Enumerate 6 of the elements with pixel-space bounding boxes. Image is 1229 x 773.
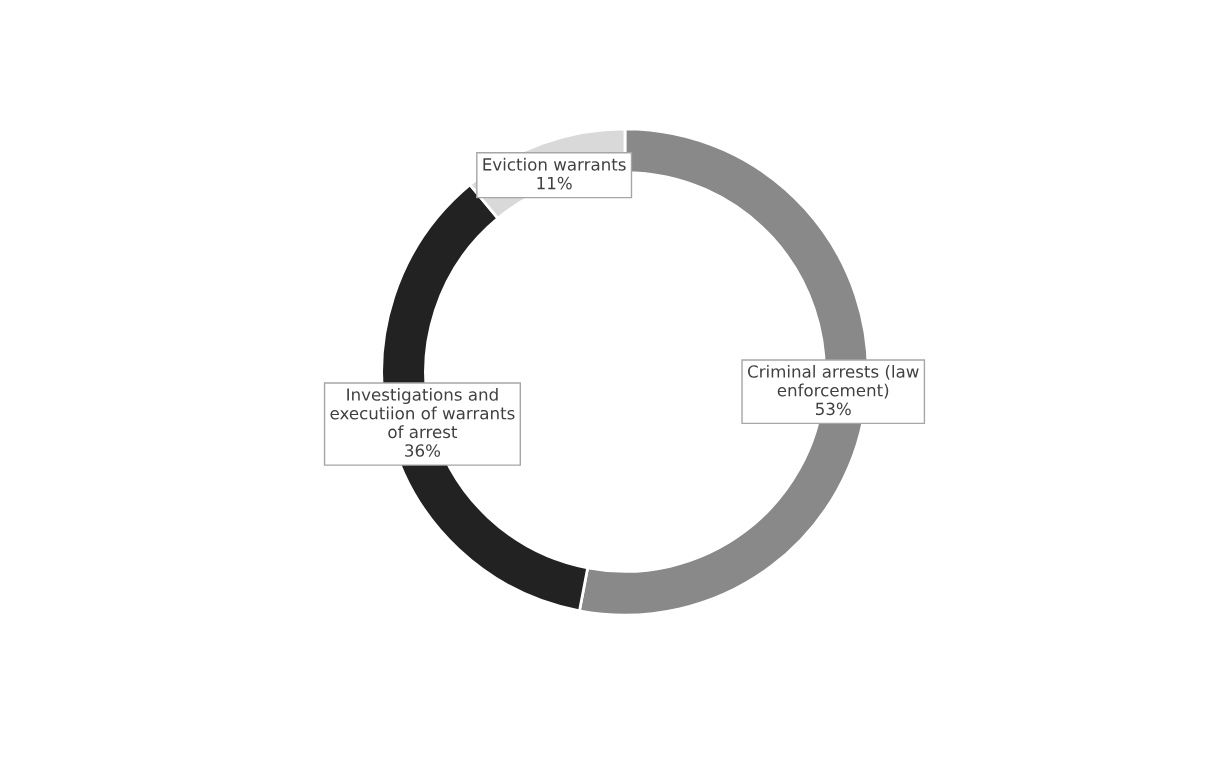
data-label: 11% bbox=[537, 176, 572, 190]
data-label: 53% bbox=[815, 402, 851, 416]
slice-label: Eviction warrants bbox=[483, 157, 626, 171]
data-label: 36% bbox=[405, 444, 441, 457]
slice-label: Criminal arrests (law enforcement) bbox=[747, 364, 919, 399]
slice-label: Investigations and executiion of warrants of arrest bbox=[330, 387, 515, 439]
